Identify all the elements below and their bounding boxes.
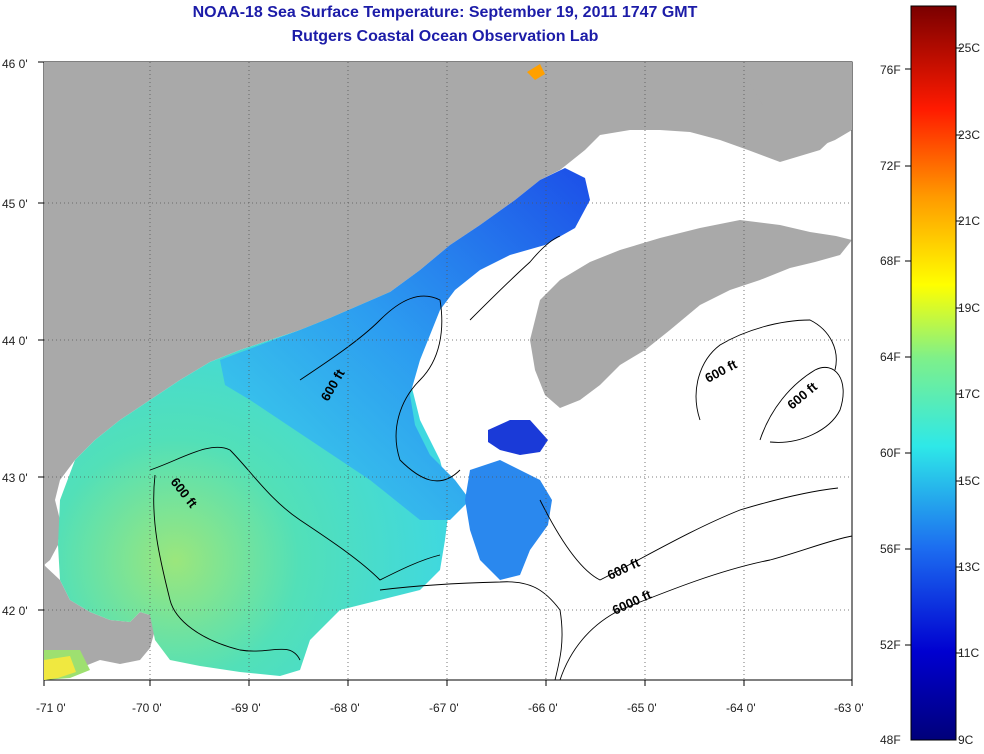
colorbar-f-72: 72F: [880, 159, 901, 173]
colorbar-f-48: 48F: [880, 733, 901, 747]
colorbar-f-56: 56F: [880, 542, 901, 556]
lon-label-66: -66 0': [528, 701, 558, 715]
colorbar-c-9: 9C: [958, 733, 974, 747]
lon-label-68: -68 0': [330, 701, 360, 715]
colorbar-c-17: 17C: [958, 387, 980, 401]
colorbar-c-21: 21C: [958, 214, 980, 228]
map-body: 600 ft 600 ft 600 ft 600 ft 600 ft 6000 …: [44, 60, 853, 681]
lon-label-65: -65 0': [627, 701, 657, 715]
map-subtitle: Rutgers Coastal Ocean Observation Lab: [291, 28, 599, 45]
contour-600ft-nova-edge: [469, 235, 561, 321]
contour-600ft-scotian-1: [695, 319, 837, 421]
contour-600ft-scotian-2: [759, 367, 844, 443]
contour-600ft-inner: [149, 446, 441, 581]
land-new-england: [44, 62, 852, 565]
contour-600ft-west: [153, 474, 301, 661]
sst-cold-spot: [488, 420, 548, 455]
lon-label-71: -71 0': [36, 701, 66, 715]
colorbar-f-68: 68F: [880, 254, 901, 268]
colorbar-c-25: 25C: [958, 41, 980, 55]
colorbar: [910, 5, 957, 741]
lon-label-69: -69 0': [231, 701, 261, 715]
sst-cool-gulf: [220, 168, 590, 520]
map-title: NOAA-18 Sea Surface Temperature: Septemb…: [192, 4, 698, 21]
contour-600ft-georges: [539, 487, 839, 581]
grid-lines: [44, 62, 852, 680]
bathymetry-contours: [149, 235, 853, 681]
colorbar-c-19: 19C: [958, 301, 980, 315]
lat-label-45: 45 0': [2, 197, 28, 211]
land-nova-scotia: [530, 60, 852, 408]
land-cape-breton: [740, 62, 852, 150]
lon-label-63: -63 0': [834, 701, 864, 715]
colorbar-f-64: 64F: [880, 350, 901, 364]
colorbar-c-11: 11C: [958, 646, 979, 660]
lon-label-64: -64 0': [726, 701, 756, 715]
lat-label-46: 46 0': [2, 57, 28, 71]
contour-6000ft: [559, 535, 853, 681]
lat-label-42: 42 0': [2, 604, 28, 618]
sst-orange-spot: [527, 64, 545, 80]
colorbar-f-60: 60F: [880, 446, 901, 460]
sst-cool-east: [465, 460, 552, 580]
contour-600ft-gulf: [299, 295, 461, 482]
axis-ticks: [38, 61, 853, 686]
contour-600ft-south: [379, 581, 563, 681]
colorbar-c-15: 15C: [958, 474, 980, 488]
lon-label-67: -67 0': [429, 701, 459, 715]
lat-label-43: 43 0': [2, 471, 28, 485]
lon-label-70: -70 0': [132, 701, 162, 715]
sst-warm-bay: [44, 656, 76, 680]
lat-label-44: 44 0': [2, 334, 28, 348]
land-cape-cod: [44, 565, 155, 676]
colorbar-c-13: 13C: [958, 560, 980, 574]
colorbar-f-52: 52F: [880, 638, 901, 652]
colorbar-ticks: [905, 47, 962, 654]
colorbar-c-23: 23C: [958, 128, 980, 142]
colorbar-f-76: 76F: [880, 63, 901, 77]
